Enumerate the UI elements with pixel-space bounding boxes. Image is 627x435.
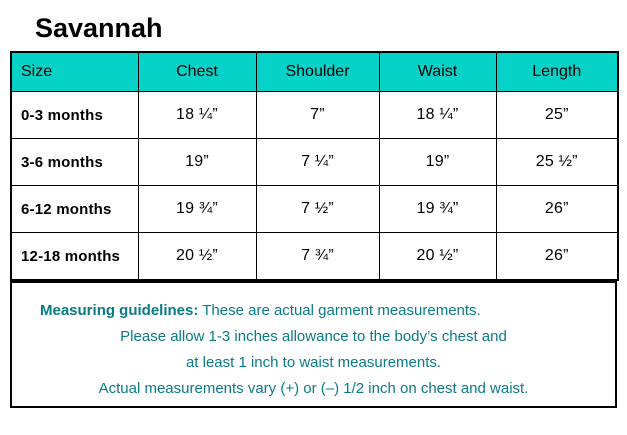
cell-chest: 18 ¼” xyxy=(137,91,257,139)
column-header-length: Length xyxy=(495,51,619,92)
guideline-line-1-text: These are actual garment measurements. xyxy=(198,302,481,319)
cell-length: 25” xyxy=(495,91,619,139)
cell-chest: 19” xyxy=(137,138,257,186)
cell-waist: 18 ¼” xyxy=(378,91,497,139)
cell-chest: 20 ½” xyxy=(137,232,257,281)
guideline-line-2: Please allow 1-3 inches allowance to the… xyxy=(120,328,507,345)
cell-length: 26” xyxy=(495,232,619,281)
guideline-line-1: Measuring guidelines: These are actual g… xyxy=(12,298,615,324)
size-label: 6-12 months xyxy=(10,185,139,233)
measuring-guidelines-box: Measuring guidelines: These are actual g… xyxy=(10,281,617,408)
guideline-line-3: at least 1 inch to waist measurements. xyxy=(185,354,442,371)
cell-shoulder: 7 ¼” xyxy=(255,138,380,186)
column-header-waist: Waist xyxy=(378,51,497,92)
column-header-size: Size xyxy=(10,51,139,92)
size-label: 3-6 months xyxy=(10,138,139,186)
table-row: 12-18 months 20 ½” 7 ¾” 20 ½” 26” xyxy=(10,232,619,281)
guideline-line-4: Actual measurements vary (+) or (–) 1/2 … xyxy=(98,380,529,397)
table-row: 6-12 months 19 ¾” 7 ½” 19 ¾” 26” xyxy=(10,185,619,233)
guidelines-label: Measuring guidelines: xyxy=(40,302,199,319)
column-header-shoulder: Shoulder xyxy=(255,51,380,92)
cell-length: 25 ½” xyxy=(495,138,619,186)
table-row: 0-3 months 18 ¼” 7” 18 ¼” 25” xyxy=(10,91,619,139)
cell-chest: 19 ¾” xyxy=(137,185,257,233)
cell-length: 26” xyxy=(495,185,619,233)
size-label: 12-18 months xyxy=(10,232,139,281)
table-row: 3-6 months 19” 7 ¼” 19” 25 ½” xyxy=(10,138,619,186)
column-header-chest: Chest xyxy=(137,51,257,92)
cell-shoulder: 7” xyxy=(255,91,380,139)
cell-shoulder: 7 ½” xyxy=(255,185,380,233)
size-chart-table: Size Chest Shoulder Waist Length 0-3 mon… xyxy=(10,51,619,281)
page-title: Savannah xyxy=(35,13,163,43)
header-row: Size Chest Shoulder Waist Length xyxy=(10,51,619,92)
cell-waist: 20 ½” xyxy=(378,232,497,281)
cell-shoulder: 7 ¾” xyxy=(255,232,380,281)
size-label: 0-3 months xyxy=(10,91,139,139)
cell-waist: 19” xyxy=(378,138,497,186)
cell-waist: 19 ¾” xyxy=(378,185,497,233)
